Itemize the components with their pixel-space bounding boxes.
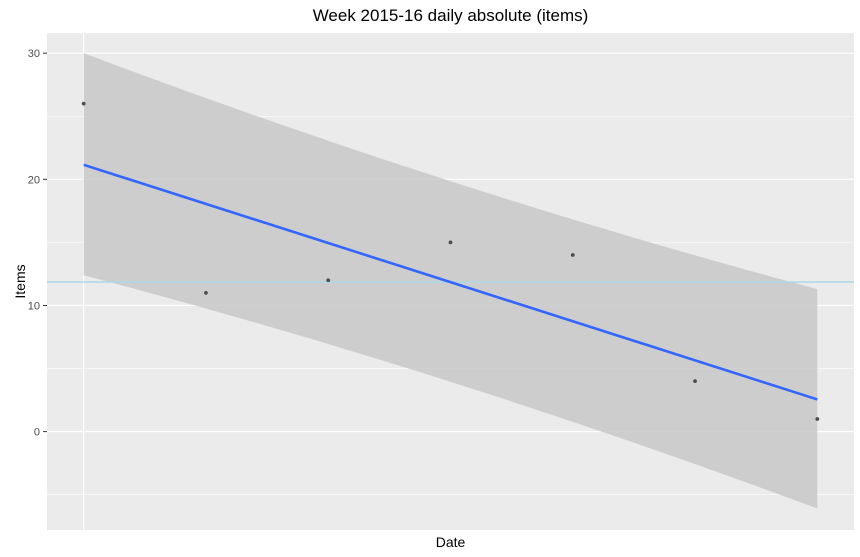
data-point bbox=[326, 278, 331, 283]
data-point bbox=[815, 417, 820, 421]
data-point bbox=[693, 379, 697, 384]
data-point bbox=[570, 253, 575, 257]
data-point bbox=[448, 240, 453, 245]
y-tick-label: 10 bbox=[28, 300, 40, 312]
x-axis-title: Date bbox=[436, 534, 466, 550]
chart-title: Week 2015-16 daily absolute (items) bbox=[313, 6, 589, 25]
data-point bbox=[81, 101, 86, 106]
y-tick-label: 0 bbox=[34, 427, 40, 439]
data-points bbox=[81, 101, 820, 421]
trend-line bbox=[83, 163, 818, 401]
y-tick-label: 20 bbox=[28, 174, 40, 186]
data-point bbox=[204, 290, 208, 295]
y-axis-title: Items bbox=[12, 264, 28, 298]
y-axis-ticks: 0 10 20 30 bbox=[28, 48, 47, 439]
y-tick-label: 30 bbox=[28, 48, 40, 60]
